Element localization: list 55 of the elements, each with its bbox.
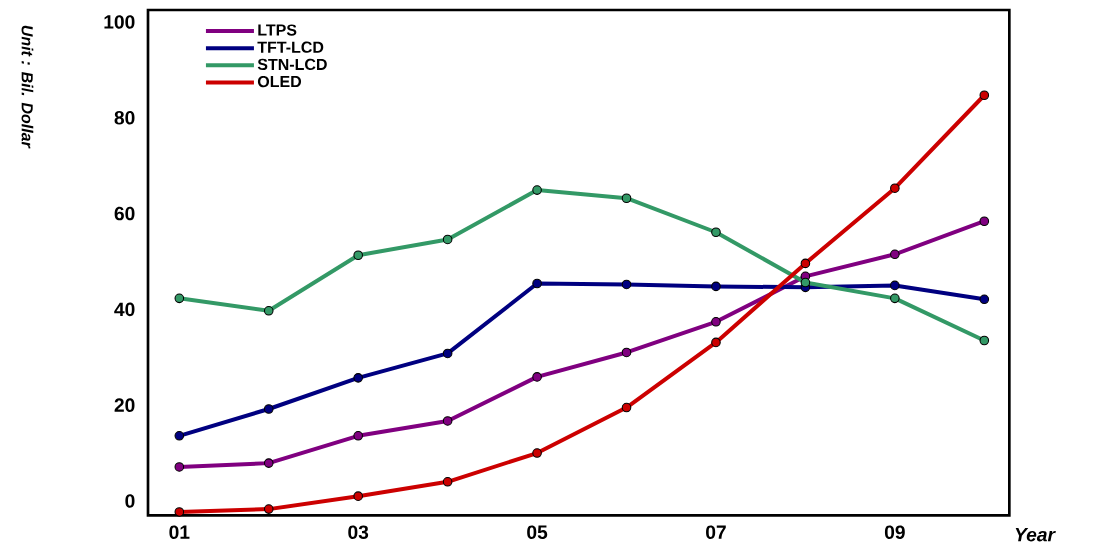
point: [800, 258, 811, 269]
legend-label: TFT-LCD: [257, 41, 324, 53]
x-axis-title: Year: [1015, 528, 1056, 542]
point: [532, 185, 542, 195]
point: [979, 216, 990, 227]
point: [263, 504, 274, 514]
y-tick-label: 20: [114, 398, 135, 412]
y-tick-label: 100: [104, 15, 135, 29]
point: [353, 431, 363, 441]
point: [711, 281, 721, 292]
legend-label: OLED: [257, 75, 302, 88]
point: [621, 402, 632, 413]
point: [621, 347, 632, 358]
point: [532, 448, 542, 458]
point: [621, 279, 632, 290]
point: [890, 249, 900, 260]
point: [442, 234, 453, 245]
x-tick-label: 03: [348, 525, 369, 539]
point: [979, 335, 990, 346]
legend-label: STN-LCD: [257, 58, 327, 71]
point: [800, 277, 811, 288]
point: [711, 227, 721, 238]
point: [353, 250, 363, 261]
point: [174, 462, 185, 472]
x-tick-label: 01: [169, 525, 190, 539]
y-axis-title: Unit : Bil. Dollar: [21, 25, 34, 149]
point: [174, 431, 185, 441]
point: [263, 305, 274, 316]
y-tick-label: 60: [114, 206, 135, 221]
point: [174, 293, 185, 304]
point: [890, 183, 900, 193]
point: [442, 348, 453, 359]
point: [442, 416, 453, 426]
legend-label: LTPS: [258, 24, 297, 36]
point: [353, 491, 363, 501]
point: [532, 372, 542, 382]
point: [263, 404, 274, 414]
point: [263, 458, 274, 468]
y-tick-label: 0: [125, 494, 135, 508]
x-tick-label: 07: [706, 525, 726, 539]
point: [174, 507, 185, 517]
x-tick-label: 05: [527, 525, 548, 539]
point: [979, 90, 990, 101]
point: [532, 278, 542, 289]
point: [621, 193, 632, 204]
point: [890, 293, 900, 304]
y-tick-label: 80: [114, 110, 135, 125]
point: [442, 477, 453, 487]
point: [979, 294, 990, 305]
point: [890, 280, 900, 291]
point: [711, 337, 721, 348]
x-tick-label: 09: [884, 525, 905, 539]
y-tick-label: 40: [114, 302, 135, 317]
point: [353, 373, 363, 383]
point: [711, 317, 721, 327]
